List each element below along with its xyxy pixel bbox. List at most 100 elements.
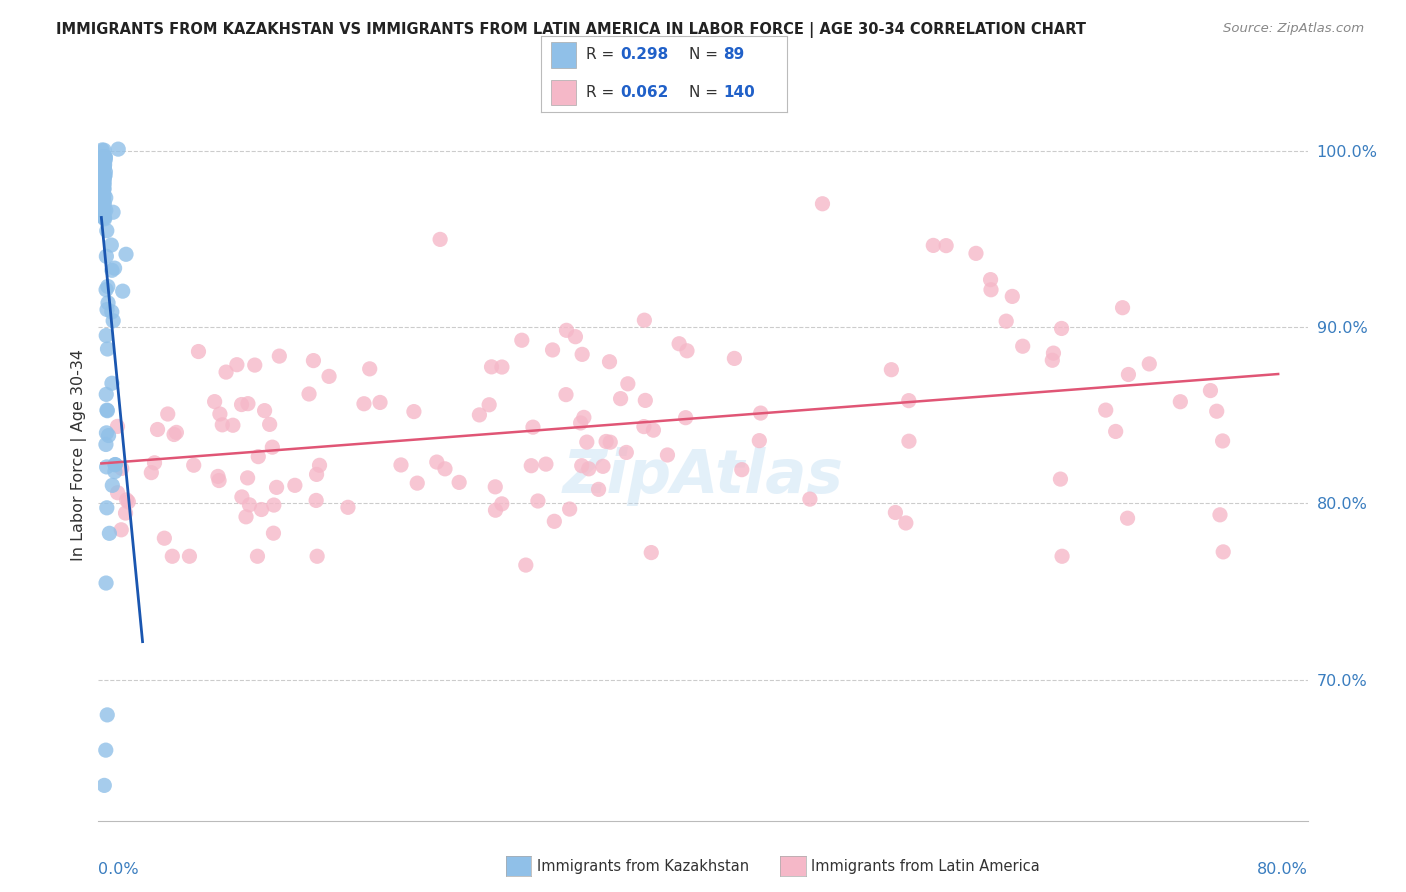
Point — [308, 458, 330, 473]
Text: Immigrants from Latin America: Immigrants from Latin America — [811, 859, 1040, 873]
Point — [676, 343, 699, 358]
Point — [93, 187, 115, 202]
Point — [91, 174, 114, 188]
Point — [246, 549, 269, 564]
Point — [91, 206, 114, 220]
Point — [93, 211, 115, 225]
Point — [980, 283, 1002, 297]
Point — [481, 359, 503, 374]
Point — [633, 313, 655, 327]
Point — [211, 417, 233, 432]
Point — [115, 247, 138, 261]
Point — [143, 456, 166, 470]
Point — [96, 459, 118, 474]
Point — [208, 407, 231, 421]
Point — [97, 428, 120, 442]
Point — [91, 197, 114, 211]
Point — [298, 387, 321, 401]
Point — [104, 465, 127, 479]
Point — [91, 201, 114, 215]
Point — [1212, 545, 1234, 559]
Point — [111, 284, 134, 298]
Point — [207, 469, 229, 483]
Point — [141, 466, 163, 480]
Y-axis label: In Labor Force | Age 30-34: In Labor Force | Age 30-34 — [72, 349, 87, 561]
Point — [238, 498, 260, 512]
Point — [146, 422, 169, 436]
Point — [91, 190, 114, 204]
Text: R =: R = — [586, 47, 619, 62]
Point — [94, 169, 117, 183]
Point — [478, 398, 501, 412]
Point — [93, 182, 115, 196]
Point — [117, 495, 139, 509]
Point — [236, 471, 259, 485]
Point — [215, 365, 238, 379]
Point — [558, 502, 581, 516]
Bar — [551, 79, 576, 105]
Point — [894, 516, 917, 530]
Point — [93, 169, 115, 183]
Point — [302, 353, 325, 368]
Point — [614, 445, 637, 459]
Point — [94, 283, 117, 297]
Point — [617, 376, 640, 391]
Point — [94, 169, 117, 183]
Point — [935, 238, 957, 252]
Point — [101, 314, 124, 328]
Point — [1001, 289, 1024, 303]
Point — [96, 707, 118, 722]
Point — [305, 493, 328, 508]
Point — [263, 498, 285, 512]
Point — [104, 458, 127, 472]
Point — [91, 154, 114, 169]
Point — [731, 463, 754, 477]
Point — [578, 462, 600, 476]
Point — [897, 393, 920, 408]
Point — [634, 393, 657, 408]
Point — [429, 232, 451, 246]
Point — [555, 387, 578, 401]
Point — [93, 203, 115, 218]
Point — [231, 490, 253, 504]
Point — [433, 462, 456, 476]
Point — [595, 434, 617, 449]
Point — [208, 474, 231, 488]
Point — [922, 238, 945, 252]
Point — [402, 404, 425, 418]
Point — [449, 475, 471, 490]
Point — [307, 549, 329, 564]
Point — [235, 509, 257, 524]
Point — [491, 359, 513, 374]
Point — [91, 207, 114, 221]
Point — [96, 328, 118, 343]
Point — [98, 526, 121, 541]
Point — [668, 336, 690, 351]
Point — [93, 194, 115, 208]
Point — [91, 171, 114, 186]
Point — [91, 181, 114, 195]
Point — [91, 155, 114, 169]
Point — [94, 743, 117, 757]
Point — [96, 302, 118, 317]
Point — [101, 205, 124, 219]
Point — [101, 263, 124, 277]
Point — [571, 347, 593, 361]
Point — [93, 143, 115, 157]
Point — [104, 458, 127, 472]
Text: 140: 140 — [724, 85, 755, 100]
Point — [406, 476, 429, 491]
Text: Immigrants from Kazakhstan: Immigrants from Kazakhstan — [537, 859, 749, 873]
Point — [236, 397, 259, 411]
Point — [91, 188, 114, 202]
Point — [93, 171, 115, 186]
Point — [426, 455, 449, 469]
Point — [592, 459, 614, 474]
Point — [353, 397, 375, 411]
Point — [107, 142, 129, 156]
Point — [93, 150, 115, 164]
Point — [564, 329, 586, 343]
Point — [101, 376, 124, 391]
Point — [318, 369, 340, 384]
Point — [96, 224, 118, 238]
